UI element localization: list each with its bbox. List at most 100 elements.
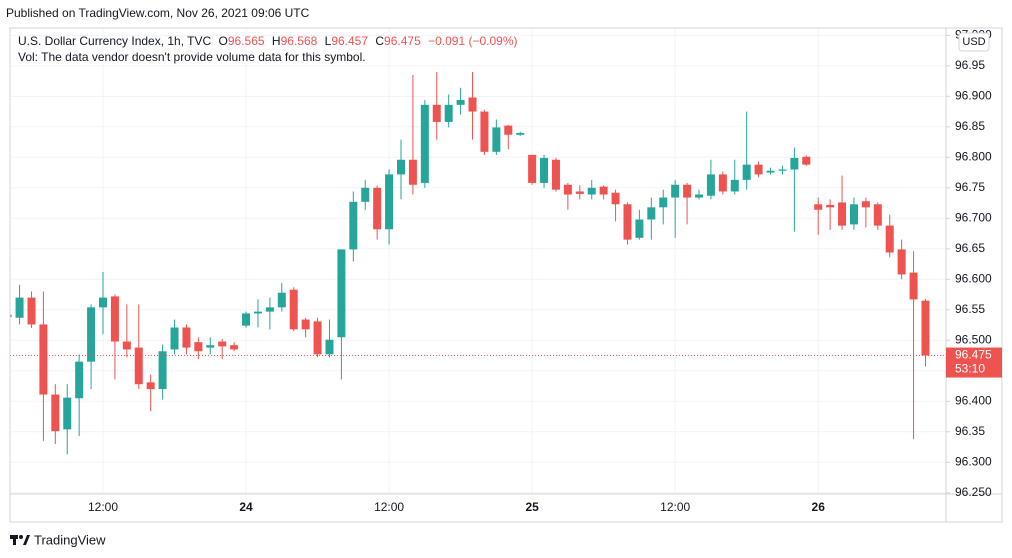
symbol: U.S. Dollar Currency Index, 1h, TVC [18,34,212,48]
candle-body [766,170,775,173]
countdown: 53:10 [955,362,985,376]
candle-body [420,104,429,183]
candle-body [158,351,167,390]
change: −0.091 (−0.09%) [428,34,517,48]
x-tick-label: 25 [525,500,539,514]
y-tick-label: 96.500 [955,332,992,346]
candle-body [75,361,84,399]
candle-body [134,347,143,385]
candle-body [683,184,692,198]
candle-body [849,204,858,225]
candle-body [528,154,537,183]
candle-body [814,204,823,210]
candle-body [361,187,370,202]
published-note: Published on TradingView.com, Nov 26, 20… [6,6,310,20]
candle-body [563,184,572,195]
grid [10,28,946,494]
x-tick-label: 26 [812,500,826,514]
y-tick-label: 96.85 [955,119,985,133]
candle-body [706,174,715,196]
candle-body [575,191,584,194]
y-tick-label: 96.400 [955,393,992,407]
x-tick-label: 24 [239,500,253,514]
candle-body [540,157,549,183]
candle-body [397,159,405,175]
candle-body [802,156,811,165]
candle-body [623,204,632,240]
y-tick-label: 96.800 [955,149,992,163]
candle-body [182,327,191,348]
y-tick-label: 96.65 [955,241,985,255]
candle-body [909,272,918,300]
ohlc-key: H [272,34,281,48]
candle-body [170,327,179,350]
ohlc-key: O [219,34,228,48]
candle-body [885,225,894,253]
y-tick-label: 96.95 [955,58,985,72]
candle-body [444,104,453,122]
candle-body [468,97,477,112]
candle-body [408,159,417,185]
candle-body [599,186,608,195]
axes: 96.25096.30096.3596.40096.4596.50096.559… [88,27,1002,514]
y-tick-label: 96.55 [955,302,985,316]
candle-body [265,307,274,312]
candle-body [206,345,215,348]
candle-body [718,174,727,192]
candle-body [671,184,680,198]
candle-body [122,341,131,350]
candle-body [647,207,656,220]
candle-body [492,127,501,152]
ohlc-value: 96.475 [384,34,421,48]
y-tick-label: 96.75 [955,180,985,194]
x-tick-label: 12:00 [660,500,690,514]
candle-body [432,104,441,122]
candle-body [551,159,560,190]
y-tick-label: 96.250 [955,485,992,499]
currency-button[interactable] [958,32,990,52]
last-price-tag [946,347,1002,378]
x-tick-label: 12:00 [88,500,118,514]
candle-body [778,169,787,171]
y-tick-label: 96.900 [955,88,992,102]
y-tick-label: 96.700 [955,210,992,224]
candle-body [456,99,465,105]
candle-body [897,249,906,275]
ohlc-key: C [375,34,384,48]
ohlc-key: L [325,34,332,48]
candle-body [63,397,72,430]
candle-body [504,125,513,135]
candle-body [587,187,596,195]
candle-body [826,204,835,208]
candle-body [242,313,251,326]
candle-body [790,157,799,170]
candle-body [110,296,119,342]
candle-body [325,339,334,355]
y-tick-label: 96.300 [955,454,992,468]
y-tick-label: 96.600 [955,271,992,285]
candle-body [51,394,60,432]
candle-body [218,341,227,347]
candle-body [730,179,739,192]
currency[interactable]: USD [962,36,985,48]
candle-body [861,201,870,208]
y-tick-label: 96.35 [955,424,985,438]
candle-body [754,164,763,175]
candle-body [635,219,644,238]
candle-body [253,311,262,314]
candle-body [873,204,882,226]
candle-body [27,297,36,325]
last-price-label: 96.475 [955,348,992,362]
candle-body [695,194,703,198]
candle-body [39,324,48,395]
candle-body [516,132,525,135]
candles [10,71,946,455]
candle-body [921,300,930,356]
candle-body [611,192,620,205]
volume-note: Vol: The data vendor doesn't provide vol… [18,50,366,64]
candle-body [289,289,298,330]
candle-body [838,202,847,226]
candle-body [301,319,310,330]
candle-body [87,307,96,362]
chart-frame [9,27,1003,523]
